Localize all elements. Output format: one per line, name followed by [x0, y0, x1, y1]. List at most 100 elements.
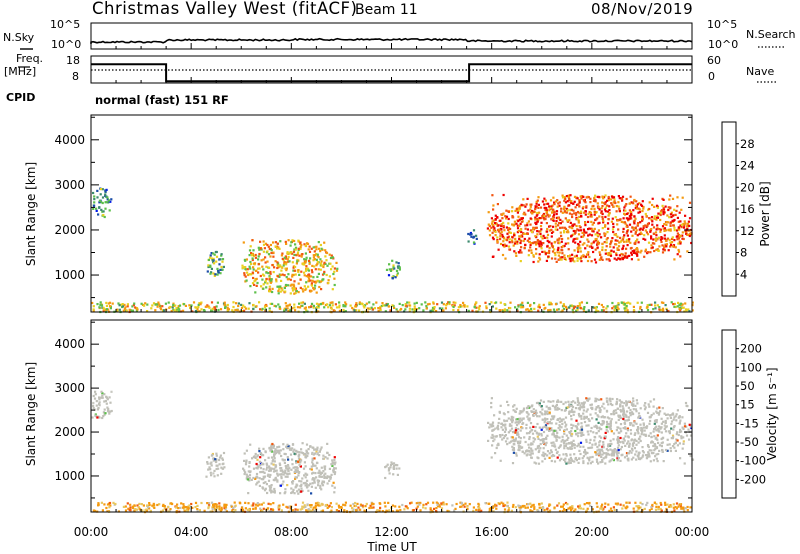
velocity-pixel	[671, 437, 674, 440]
power-pixel	[676, 216, 679, 219]
power-pixel	[93, 195, 96, 198]
velocity-pixel	[602, 457, 605, 460]
power-pixel	[563, 254, 566, 257]
velocity-pixel	[519, 410, 522, 413]
power-pixel	[640, 232, 643, 235]
power-pixel	[274, 305, 278, 308]
power-pixel	[586, 253, 589, 256]
power-pixel	[431, 309, 434, 312]
power-pixel	[592, 230, 595, 233]
velocity-pixel	[601, 415, 604, 418]
power-pixel	[618, 254, 621, 257]
power-pixel	[413, 305, 416, 308]
velocity-pixel	[565, 428, 568, 431]
velocity-pixel	[655, 419, 658, 422]
velocity-pixel	[136, 504, 139, 507]
velocity-pixel	[504, 434, 507, 437]
velocity-pixel	[306, 503, 309, 506]
velocity-pixel	[617, 449, 620, 452]
velocity-pixel	[615, 402, 618, 405]
velocity-pixel	[310, 465, 313, 468]
velocity-pixel	[553, 415, 556, 418]
power-pixel	[100, 208, 103, 211]
power-pixel	[277, 246, 280, 249]
velocity-pixel	[627, 452, 630, 455]
velocity-pixel	[666, 503, 669, 506]
power-pixel	[638, 202, 641, 205]
velocity-pixel	[616, 436, 620, 439]
power-pixel	[305, 281, 308, 284]
velocity-pixel	[301, 442, 304, 445]
velocity-pixel	[570, 415, 573, 418]
velocity-pixel	[259, 507, 262, 510]
power-pixel	[600, 211, 603, 214]
velocity-pixel	[264, 487, 267, 490]
velocity-pixel	[648, 455, 651, 458]
velocity-pixel	[636, 402, 639, 405]
power-pixel	[397, 262, 400, 265]
power-pixel	[556, 199, 559, 202]
power-pixel	[624, 204, 627, 207]
velocity-pixel	[419, 509, 422, 512]
velocity-pixel	[608, 398, 611, 401]
velocity-pixel	[582, 401, 586, 404]
power-pixel	[469, 231, 472, 235]
power-pixel	[543, 218, 546, 221]
velocity-pixel	[655, 502, 658, 506]
velocity-pixel	[508, 441, 511, 444]
velocity-pixel	[619, 459, 622, 462]
power-pixel	[428, 302, 431, 306]
power-pixel	[237, 304, 240, 308]
velocity-pixel	[639, 501, 642, 504]
power-pixel	[322, 301, 325, 305]
velocity-pixel	[368, 506, 371, 510]
velocity-pixel	[170, 502, 173, 505]
power-pixel	[575, 211, 578, 215]
velocity-pixel	[254, 456, 257, 459]
power-pixel	[558, 204, 561, 207]
velocity-pixel	[94, 413, 97, 416]
power-pixel	[537, 242, 540, 245]
power-pixel	[584, 210, 587, 213]
power-pixel	[647, 251, 650, 254]
power-pixel	[385, 304, 388, 307]
velocity-pixel	[342, 503, 345, 506]
velocity-pixel	[634, 408, 638, 411]
power-pixel	[499, 237, 502, 241]
velocity-pixel	[590, 446, 594, 449]
power-pixel	[678, 304, 681, 307]
power-pixel	[538, 303, 541, 306]
velocity-pixel	[388, 467, 391, 470]
velocity-pixel	[222, 451, 226, 455]
velocity-pixel	[673, 443, 676, 446]
power-pixel	[598, 251, 601, 254]
power-pixel	[106, 198, 109, 201]
power-pixel	[650, 235, 653, 238]
velocity-pixel	[674, 506, 677, 509]
power-pixel	[543, 206, 546, 209]
power-pixel	[580, 235, 583, 238]
power-pixel	[544, 217, 547, 221]
velocity-pixel	[277, 449, 280, 452]
power-pixel	[291, 289, 295, 292]
power-pixel	[612, 222, 615, 225]
power-pixel	[327, 281, 330, 285]
power-pixel	[507, 217, 510, 221]
power-pixel	[563, 196, 566, 199]
power-pixel	[97, 213, 100, 216]
velocity-pixel	[623, 411, 626, 414]
power-pixel	[587, 212, 590, 215]
velocity-pixel	[528, 432, 531, 435]
power-pixel	[244, 275, 247, 278]
power-pixel	[529, 223, 532, 226]
power-pixel	[630, 253, 633, 256]
velocity-pixel	[329, 502, 332, 505]
power-pixel	[625, 240, 628, 243]
velocity-pixel	[127, 507, 130, 510]
power-pixel	[644, 248, 647, 251]
power-pixel	[314, 284, 317, 287]
velocity-pixel	[501, 424, 505, 427]
velocity-pixel	[289, 507, 292, 510]
velocity-pixel	[593, 439, 596, 442]
velocity-pixel	[218, 508, 221, 511]
